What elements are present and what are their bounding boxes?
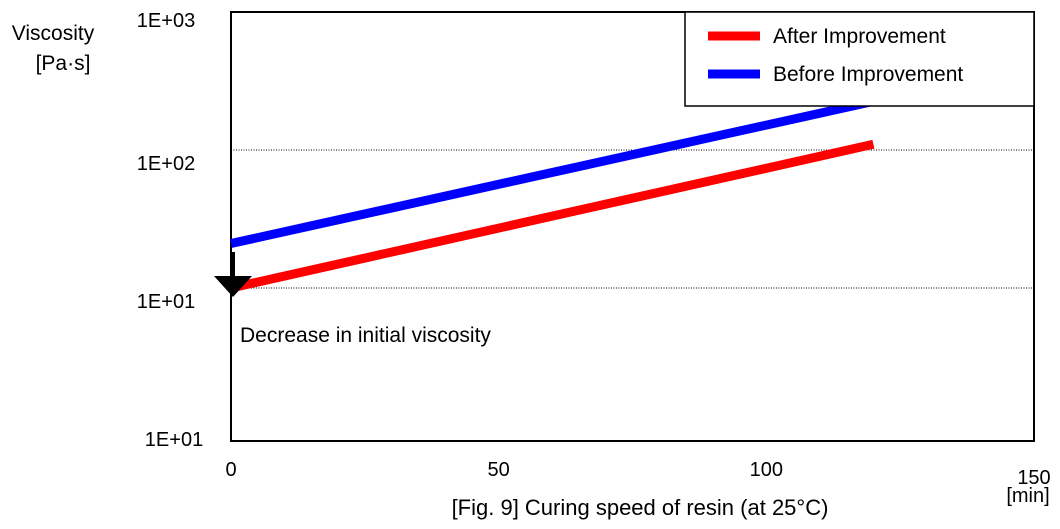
y-axis-unit: [Pa·s] xyxy=(36,52,91,75)
series-line-before-improvement xyxy=(230,97,875,248)
annotation-text: Decrease in initial viscosity xyxy=(240,324,491,347)
x-axis-unit: [min] xyxy=(1006,485,1049,507)
y-axis-title: Viscosity xyxy=(12,22,95,45)
y-tick-label: 1E+03 xyxy=(137,10,195,32)
legend-label-after-improvement: After Improvement xyxy=(773,25,946,48)
x-tick-label: 100 xyxy=(750,459,783,481)
x-tick-labels: 0 50 100 150 xyxy=(225,459,1050,489)
decrease-arrow xyxy=(214,252,252,297)
legend-label-before-improvement: Before Improvement xyxy=(773,63,963,86)
series-lines xyxy=(230,97,875,293)
x-tick-label: 50 xyxy=(488,459,510,481)
legend: After Improvement Before Improvement xyxy=(684,11,1035,107)
series-line-after-improvement xyxy=(230,139,875,293)
plot-area-frame xyxy=(230,11,1035,442)
x-tick-label: 150 xyxy=(1017,467,1050,489)
y-tick-label: 1E+02 xyxy=(137,153,195,175)
legend-box xyxy=(684,11,1035,107)
figure-caption: [Fig. 9] Curing speed of resin (at 25°C) xyxy=(452,495,829,520)
y-tick-label: 1E+01 xyxy=(145,429,203,451)
decrease-arrow-head xyxy=(214,276,252,297)
y-tick-label: 1E+01 xyxy=(137,291,195,313)
x-tick-label: 0 xyxy=(225,459,236,481)
